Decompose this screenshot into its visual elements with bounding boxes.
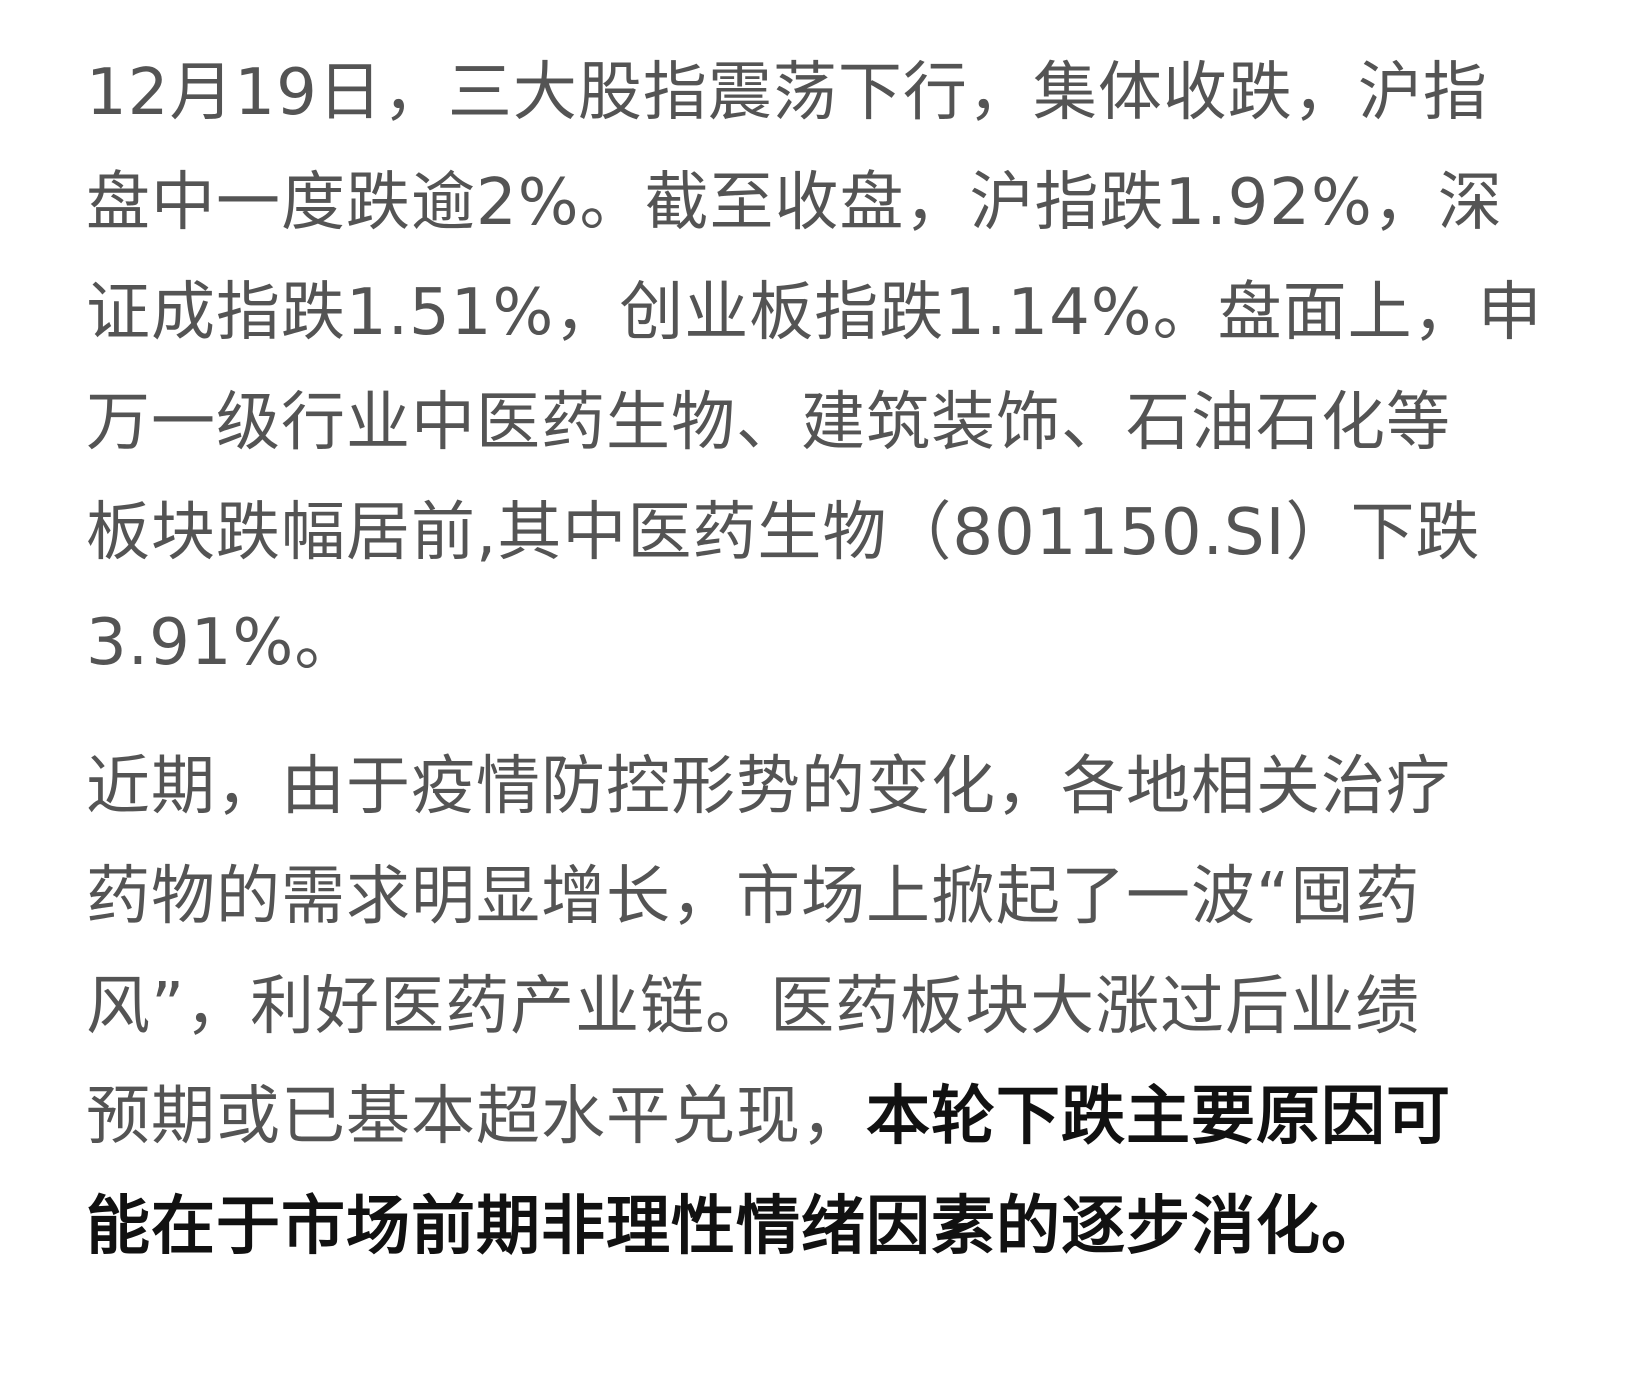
- text-normal: 预期或已基本超水平兑现，: [86, 1080, 866, 1154]
- emphasis-text: 能在于市场前期非理性情绪因素的逐步消化。: [86, 1190, 1386, 1264]
- text-line: 证成指跌1.51%，创业板指跌1.14%。盘面上，申: [86, 276, 1543, 350]
- text-line: 盘中一度跌逾2%。截至收盘，沪指跌1.92%，深: [86, 166, 1503, 240]
- emphasis-text: 本轮下跌主要原因可: [866, 1080, 1451, 1154]
- text-line: 3.91%。: [86, 606, 360, 680]
- text-line: 近期，由于疫情防控形势的变化，各地相关治疗: [86, 750, 1451, 824]
- text-line: 药物的需求明显增长，市场上掀起了一波“囤药: [86, 860, 1421, 934]
- text-line: 预期或已基本超水平兑现，本轮下跌主要原因可: [86, 1062, 1566, 1172]
- text-line: 风”，利好医药产业链。医药板块大涨过后业绩: [86, 970, 1421, 1044]
- text-line: 12月19日，三大股指震荡下行，集体收跌，沪指: [86, 56, 1488, 130]
- text-line: 板块跌幅居前,其中医药生物（801150.SI）下跌: [86, 496, 1481, 570]
- paragraph-market-summary: 12月19日，三大股指震荡下行，集体收跌，沪指 盘中一度跌逾2%。截至收盘，沪指…: [86, 38, 1566, 698]
- text-line: 万一级行业中医药生物、建筑装饰、石油石化等: [86, 386, 1451, 460]
- paragraph-analysis: 近期，由于疫情防控形势的变化，各地相关治疗 药物的需求明显增长，市场上掀起了一波…: [86, 732, 1566, 1282]
